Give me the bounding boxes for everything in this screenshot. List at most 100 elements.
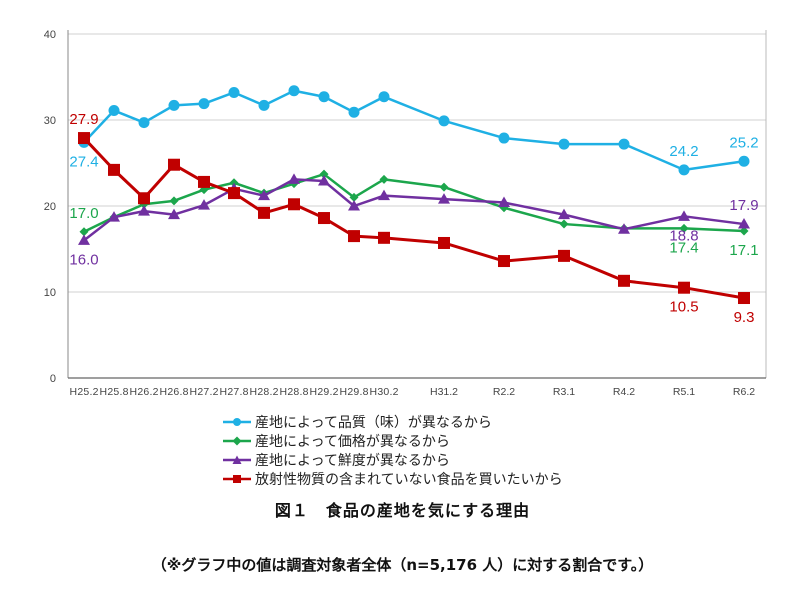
triangle-point [738,218,750,229]
data-label: 16.0 [69,251,98,268]
x-tick-label: H30.2 [370,386,399,398]
x-tick-label: H29.8 [340,386,369,398]
y-tick-label: 20 [44,201,56,213]
diamond-point [349,192,359,202]
diamond-point [169,196,179,206]
y-tick-label: 10 [44,287,56,299]
triangle-point [198,199,210,210]
x-tick-label: R4.2 [613,386,635,398]
freshness-series [78,173,750,245]
square-legend-icon [223,474,251,483]
circle-point [198,98,210,110]
triangle-legend-icon [223,455,251,464]
diamond-point [739,226,749,236]
legend-label: 産地によって鮮度が異なるから [255,452,450,469]
square-point [228,187,240,200]
figure-note: （※グラフ中の値は調査対象者全体（n=5,176 人）に対する割合です。） [151,556,654,574]
data-label: 10.5 [669,299,698,316]
triangle-point [78,234,90,245]
triangle-point [348,200,360,211]
circle-point [678,164,690,176]
square-point [498,255,510,268]
triangle-point [108,211,120,222]
circle-marker [233,417,241,426]
triangle-point [438,193,450,204]
square-point [348,230,360,243]
x-tick-label: R2.2 [493,386,515,398]
circle-legend-icon [223,417,251,426]
triangle-point [678,210,690,221]
triangle-marker [232,455,242,464]
circle-point [318,91,330,103]
diamond-point [439,182,449,192]
square-point [618,274,630,287]
circle-point [168,99,180,111]
legend-label: 放射性物質の含まれていない食品を買いたいから [255,471,563,488]
legend: 産地によって品質（味）が異なるから 産地によって価格が異なるから 産地によって鮮度が… [222,412,563,488]
triangle-point [378,189,390,201]
x-tick-label: H26.8 [160,386,189,398]
x-tick-label: H27.2 [190,386,219,398]
legend-label: 産地によって品質（味）が異なるから [255,414,492,431]
x-tick-label: R6.2 [733,386,755,398]
diamond-point [679,223,689,233]
square-point [318,212,330,225]
x-tick-label: R3.1 [553,386,575,398]
data-label: 17.1 [729,242,758,259]
triangle-point [618,223,630,234]
figure-caption: 図１ 食品の産地を気にする理由 [274,501,531,520]
series-line [83,178,745,242]
data-label: 9.3 [734,309,755,326]
x-tick-label: H28.2 [250,386,279,398]
x-tick-label: H26.2 [130,386,159,398]
circle-point [558,138,570,150]
legend-label: 産地によって価格が異なるから [255,433,450,450]
circle-point [258,99,270,111]
triangle-point [258,189,270,201]
x-tick-label: H29.2 [310,386,339,398]
data-label: 18.8 [669,227,698,244]
x-tick-label: H31.2 [430,386,458,398]
diamond-point [319,169,329,179]
x-tick-label: H25.2 [70,386,99,398]
triangle-point [498,196,510,208]
y-tick-label: 0 [50,373,56,385]
circle-point [378,91,390,103]
series-line [82,137,745,300]
diamond-legend-icon [223,436,251,445]
diamond-point [79,227,89,237]
triangle-point [288,173,300,184]
square-point [198,175,210,188]
series-line [83,172,745,233]
data-label: 24.2 [669,143,698,160]
legend-item: 産地によって鮮度が異なるから [222,450,563,469]
radioactive-series [78,132,750,305]
square-point [168,158,180,171]
square-point [288,198,300,211]
circle-point [228,86,240,98]
series-line [83,89,745,172]
circle-point [138,117,150,129]
y-tick-label: 40 [44,29,56,41]
circle-point [498,132,510,144]
triangle-point [558,208,570,220]
x-tick-label: R5.1 [673,386,695,398]
data-label: 17.4 [669,239,698,256]
square-point [138,192,150,205]
square-point [78,132,90,145]
quality-series [78,85,750,176]
data-label: 25.2 [729,134,758,151]
data-label: 17.0 [69,205,98,222]
legend-item: 放射性物質の含まれていない食品を買いたいから [222,469,563,488]
circle-point [438,115,450,127]
y-tick-label: 30 [44,115,56,127]
square-point [378,231,390,244]
circle-point [288,85,300,97]
square-point [558,249,570,262]
circle-point [108,105,120,117]
triangle-point [318,175,330,186]
x-tick-label: H25.8 [100,386,129,398]
triangle-point [138,205,150,216]
data-label: 27.9 [69,111,98,128]
